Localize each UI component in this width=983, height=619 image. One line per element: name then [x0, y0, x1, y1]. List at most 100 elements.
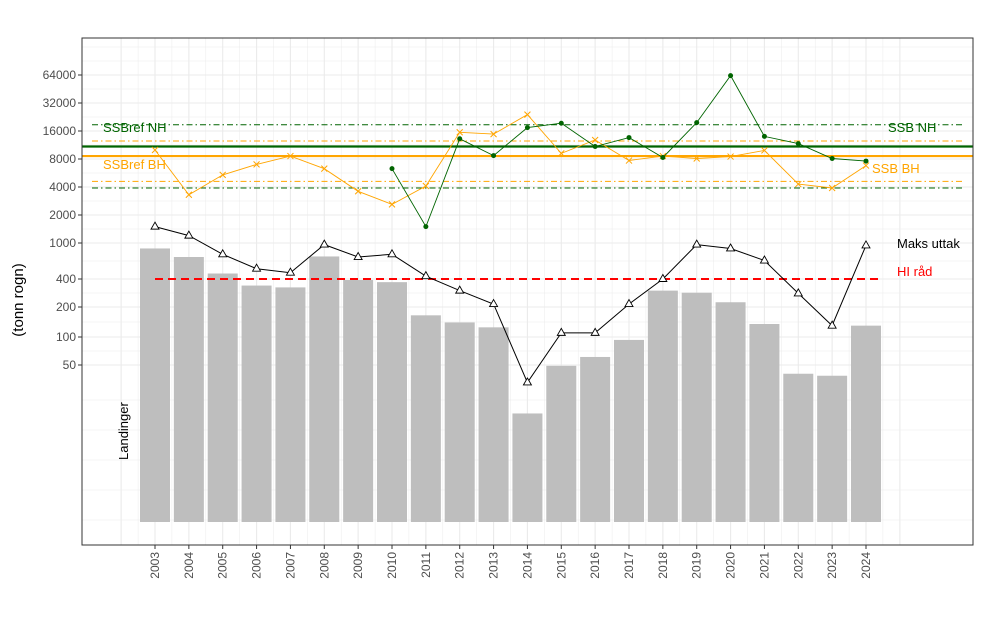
bar-landinger-2014	[512, 413, 543, 522]
bar-landinger-2016	[580, 356, 611, 522]
bar-landinger-2004	[173, 257, 204, 522]
bar-landinger-2008	[309, 256, 340, 522]
y-tick-label: 100	[56, 330, 76, 344]
x-tick-label-2008: 2008	[317, 552, 331, 579]
x-tick-label-2013: 2013	[487, 552, 501, 579]
bar-landinger-2007	[275, 287, 306, 522]
x-tick-label-2020: 2020	[724, 552, 738, 579]
x-tick-label-2010: 2010	[385, 552, 399, 579]
point-maks-uttak-2013	[488, 298, 499, 308]
point-ssb-nh-2015	[558, 120, 564, 126]
point-maks-uttak-2019	[691, 239, 702, 248]
x-tick-label-2018: 2018	[656, 552, 670, 579]
bars-landinger	[140, 248, 881, 523]
point-ssb-bh-2023	[828, 184, 836, 192]
point-ssb-nh-2014	[524, 125, 530, 131]
point-ssb-nh-2021	[761, 133, 767, 139]
x-tick-label-2014: 2014	[520, 552, 534, 579]
ssb-nh-label: SSB NH	[888, 120, 936, 135]
point-ssb-nh-2017	[626, 135, 632, 141]
point-ssb-nh-2022	[795, 141, 801, 147]
y-tick-label: 2000	[49, 208, 76, 222]
bar-landinger-2003	[140, 248, 170, 523]
line-maks-uttak	[154, 226, 867, 384]
point-ssb-bh-2015	[557, 150, 565, 157]
y-tick-label: 64000	[43, 68, 77, 82]
point-maks-uttak-2005	[217, 248, 228, 258]
x-tick-label-2021: 2021	[757, 552, 771, 579]
point-maks-uttak-2022	[793, 288, 804, 297]
point-maks-uttak-2012	[454, 285, 465, 294]
point-ssb-nh-2016	[592, 144, 598, 150]
point-maks-uttak-2010	[387, 248, 397, 258]
point-maks-uttak-2011	[421, 270, 431, 280]
x-tick-label-2019: 2019	[690, 552, 704, 579]
point-ssb-nh-2023	[829, 155, 835, 161]
bar-landinger-2023	[817, 375, 848, 522]
point-maks-uttak-2023	[827, 320, 837, 329]
bar-landinger-2021	[749, 324, 780, 522]
bar-landinger-2019	[681, 292, 712, 522]
bar-landinger-2013	[478, 327, 509, 522]
bar-landinger-2009	[343, 280, 374, 522]
bar-landinger-2024	[851, 325, 881, 522]
x-tick-label-2017: 2017	[622, 552, 636, 579]
point-ssb-nh-2010	[389, 166, 395, 172]
point-maks-uttak-2008	[319, 239, 330, 248]
point-ssb-bh-2019	[693, 155, 701, 162]
point-maks-uttak-2009	[353, 251, 363, 260]
point-maks-uttak-2004	[184, 230, 194, 239]
point-ssb-bh-2007	[287, 152, 294, 160]
point-ssb-bh-2017	[625, 157, 633, 164]
x-tick-label-2015: 2015	[554, 552, 568, 579]
point-ssb-bh-2021	[761, 147, 768, 154]
point-ssb-bh-2024	[862, 162, 870, 169]
point-ssb-bh-2013	[490, 130, 497, 138]
point-ssb-nh-2018	[660, 155, 666, 161]
ssbref-nh-label: SSBref NH	[103, 120, 167, 135]
ssb-bh-label: SSB BH	[872, 161, 920, 176]
bar-landinger-2022	[783, 373, 814, 522]
point-ssb-bh-2003	[151, 146, 159, 154]
y-tick-label: 8000	[49, 152, 76, 166]
point-maks-uttak-2016	[590, 327, 600, 336]
x-tick-label-2022: 2022	[791, 552, 805, 579]
point-ssb-nh-2013	[491, 153, 497, 159]
reference-lines	[82, 124, 973, 280]
bar-landinger-2012	[444, 322, 475, 522]
point-maks-uttak-2006	[251, 263, 262, 272]
point-maks-uttak-2020	[725, 243, 736, 252]
bar-landinger-2020	[715, 302, 746, 522]
x-tick-label-2024: 2024	[859, 552, 873, 579]
bar-landinger-2011	[410, 315, 441, 522]
point-ssb-bh-2009	[354, 187, 362, 195]
point-maks-uttak-2024	[861, 240, 871, 249]
y-tick-label: 1000	[49, 236, 76, 250]
axes: 50 100 200 400 1000 2000 4000 8000 16000 32000 640…	[43, 68, 873, 579]
y-tick-label: 4000	[49, 180, 76, 194]
y-tick-label: 32000	[43, 96, 77, 110]
point-ssb-bh-2005	[219, 171, 227, 179]
point-maks-uttak-2015	[556, 327, 567, 336]
point-ssb-nh-2019	[694, 120, 700, 126]
point-ssb-bh-2022	[794, 180, 802, 188]
x-tick-label-2007: 2007	[283, 552, 297, 579]
point-ssb-bh-2014	[524, 111, 531, 118]
point-ssb-nh-2011	[423, 224, 429, 230]
point-ssb-bh-2006	[253, 161, 260, 168]
line-ssb-bh	[154, 114, 867, 205]
bar-landinger-2015	[546, 365, 577, 522]
point-ssb-bh-2011	[422, 182, 430, 190]
x-tick-label-2005: 2005	[216, 552, 230, 579]
ssbref-bh-label: SSBref BH	[103, 157, 166, 172]
maks-uttak-label: Maks uttak	[897, 236, 960, 251]
point-maks-uttak-2014	[522, 377, 533, 386]
series-points	[150, 73, 871, 386]
point-ssb-bh-2012	[456, 128, 464, 136]
y-tick-label: 200	[56, 300, 76, 314]
bar-landinger-2006	[241, 285, 272, 522]
bar-landinger-2017	[614, 339, 644, 522]
x-tick-label-2012: 2012	[453, 552, 467, 579]
point-ssb-nh-2020	[728, 73, 734, 79]
